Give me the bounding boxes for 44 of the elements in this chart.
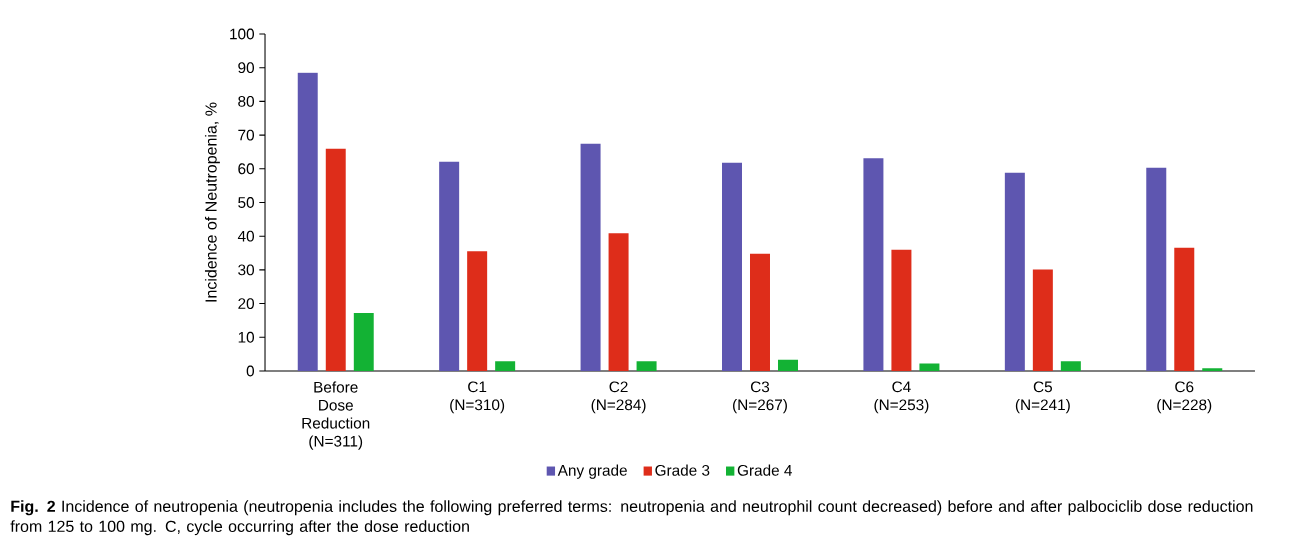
x-tick-label: C6 (N=228)	[1157, 381, 1212, 414]
y-tick-label: 40	[237, 230, 255, 242]
text: Fig. 2 Incidence of neutropenia (neutropenia includes the following preferred terms: neutropenia and neutrophil count decreased) before and after palbociclib dose reduction from 125 to 100 mg. C, cycle occurring after the dose reduction	[10, 500, 1253, 536]
x-tick-label: Before Dose Reduction (N=311)	[302, 381, 370, 450]
legend-label: Any grade	[557, 464, 627, 479]
bar	[1202, 368, 1223, 371]
x-tick-label: C3 (N=267)	[733, 381, 787, 414]
bar	[722, 162, 742, 371]
y-tick-label: 30	[238, 264, 255, 276]
bar	[1032, 269, 1053, 371]
y-tick-label: 90	[238, 62, 255, 74]
bar	[863, 158, 884, 371]
bar	[1004, 172, 1025, 371]
bar	[1146, 167, 1167, 371]
y-tick-label: 80	[238, 95, 255, 107]
bar	[608, 233, 629, 371]
bar	[467, 251, 488, 371]
bar	[636, 361, 657, 371]
x-tick-label: C5 (N=241)	[1015, 381, 1070, 414]
y-tick-label: 50	[238, 197, 255, 208]
y-tick-label: 0	[246, 365, 255, 377]
bar	[580, 143, 601, 371]
x-tick-label: C2 (N=284)	[591, 381, 646, 414]
y-tick-label: 10	[238, 331, 255, 343]
bar	[495, 361, 516, 371]
bar	[439, 161, 460, 371]
bar	[325, 148, 346, 371]
bar	[1174, 247, 1195, 371]
bar	[297, 72, 318, 371]
bar	[778, 359, 798, 371]
y-axis-title: Incidence of Neutropenia, %	[204, 102, 220, 302]
y-tick-label: 70	[238, 129, 255, 141]
bar	[919, 363, 940, 371]
legend-label: Grade 3	[655, 464, 710, 476]
y-tick-label: 100	[230, 28, 254, 40]
bar	[353, 313, 374, 371]
bar	[1060, 361, 1081, 371]
y-tick-label: 60	[238, 163, 255, 175]
bar	[750, 253, 770, 371]
x-tick-label: C1 (N=310)	[450, 381, 505, 414]
bar	[891, 249, 912, 371]
x-tick-label: C4 (N=253)	[874, 381, 929, 414]
y-tick-label: 20	[238, 298, 255, 310]
legend-label: Grade 4	[737, 464, 792, 476]
